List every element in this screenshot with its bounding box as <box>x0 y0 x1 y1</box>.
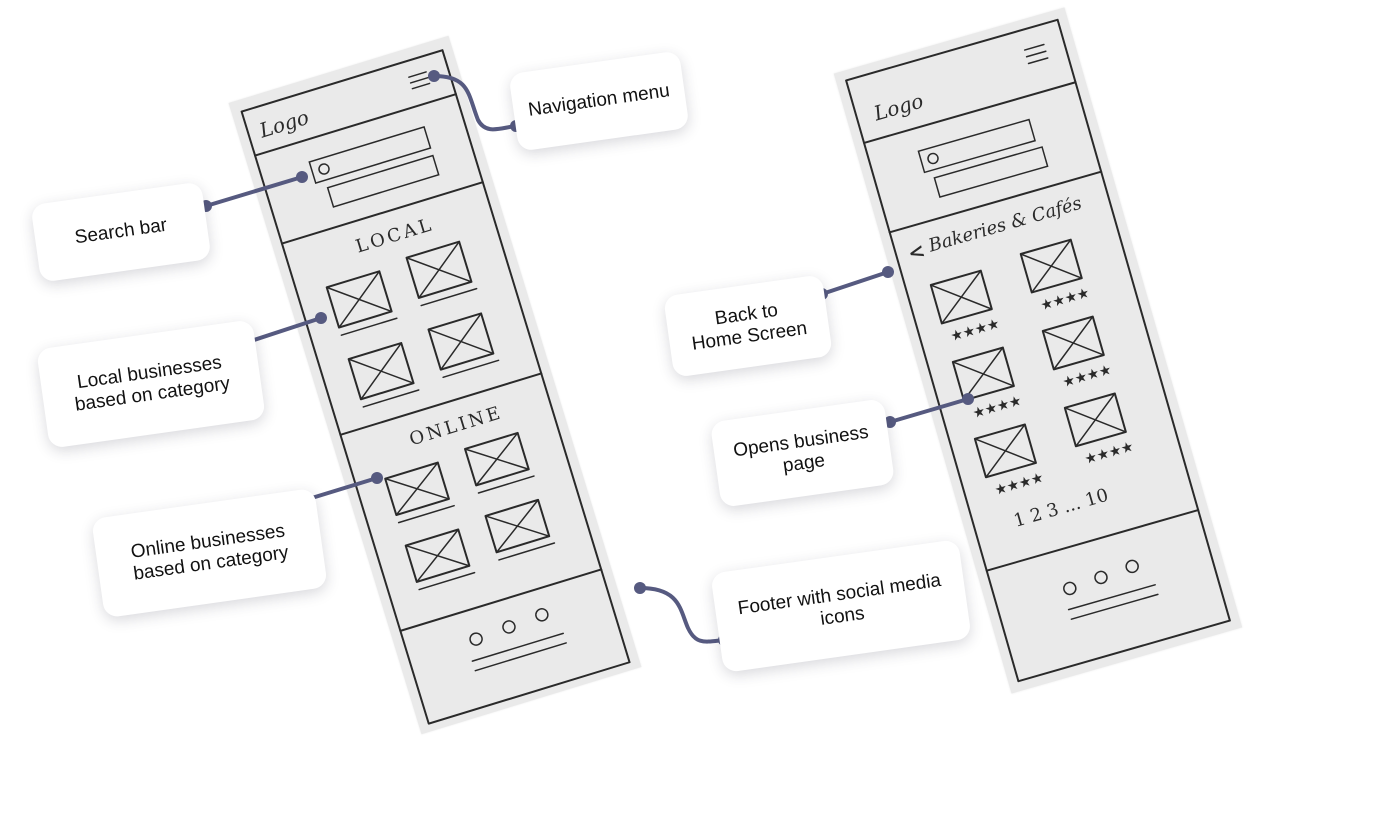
callout-local-businesses: Local businesses based on category <box>36 319 266 449</box>
filter-input-sketch <box>326 154 440 208</box>
sketch-category-screen: ★★★★ ★★★★ ★★★★ ★★★★ ★★★★ ★★★★ Logo <box>833 7 1243 694</box>
connector-footer <box>638 586 726 644</box>
footer-line <box>1070 593 1159 620</box>
footer-divider <box>985 509 1200 572</box>
social-media-icons <box>1063 559 1139 596</box>
footer-line <box>1067 584 1156 611</box>
category-sketch-drawing: ★★★★ ★★★★ ★★★★ ★★★★ ★★★★ ★★★★ <box>845 18 1231 683</box>
search-input-sketch <box>308 125 432 184</box>
footer-line <box>471 632 564 662</box>
callout-navigation-menu: Navigation menu <box>508 50 690 152</box>
phone-frame <box>845 18 1231 683</box>
callout-back-home: Back to Home Screen <box>663 274 833 378</box>
phone-frame <box>240 49 631 725</box>
header-divider <box>254 93 457 157</box>
hamburger-menu-icon <box>1023 43 1049 65</box>
local-business-grid <box>325 240 500 408</box>
local-divider <box>339 372 543 436</box>
callout-text: Search bar <box>73 214 169 249</box>
hamburger-menu-icon <box>408 71 431 90</box>
callout-search-bar: Search bar <box>30 181 212 283</box>
callout-opens-business: Opens business page <box>709 398 896 508</box>
online-business-grid <box>384 431 556 591</box>
search-divider <box>280 181 484 245</box>
search-icon <box>318 163 330 175</box>
header-divider <box>863 81 1077 144</box>
search-input-sketch <box>917 118 1036 174</box>
callout-footer: Footer with social media icons <box>710 539 972 673</box>
callout-text: Navigation menu <box>526 80 671 121</box>
connector-back-home <box>820 270 890 296</box>
search-icon <box>927 152 939 165</box>
filter-input-sketch <box>933 146 1049 199</box>
social-media-icons <box>469 608 549 646</box>
search-divider <box>888 170 1103 234</box>
home-sketch-drawing <box>240 49 631 725</box>
callout-online-businesses: Online businesses based on category <box>91 487 328 619</box>
footer-divider <box>399 568 603 632</box>
sketch-home-screen: Logo LOCAL ONLINE <box>228 35 642 735</box>
footer-line <box>474 642 567 672</box>
category-business-grid: ★★★★ ★★★★ ★★★★ ★★★★ ★★★★ ★★★★ <box>929 238 1135 498</box>
